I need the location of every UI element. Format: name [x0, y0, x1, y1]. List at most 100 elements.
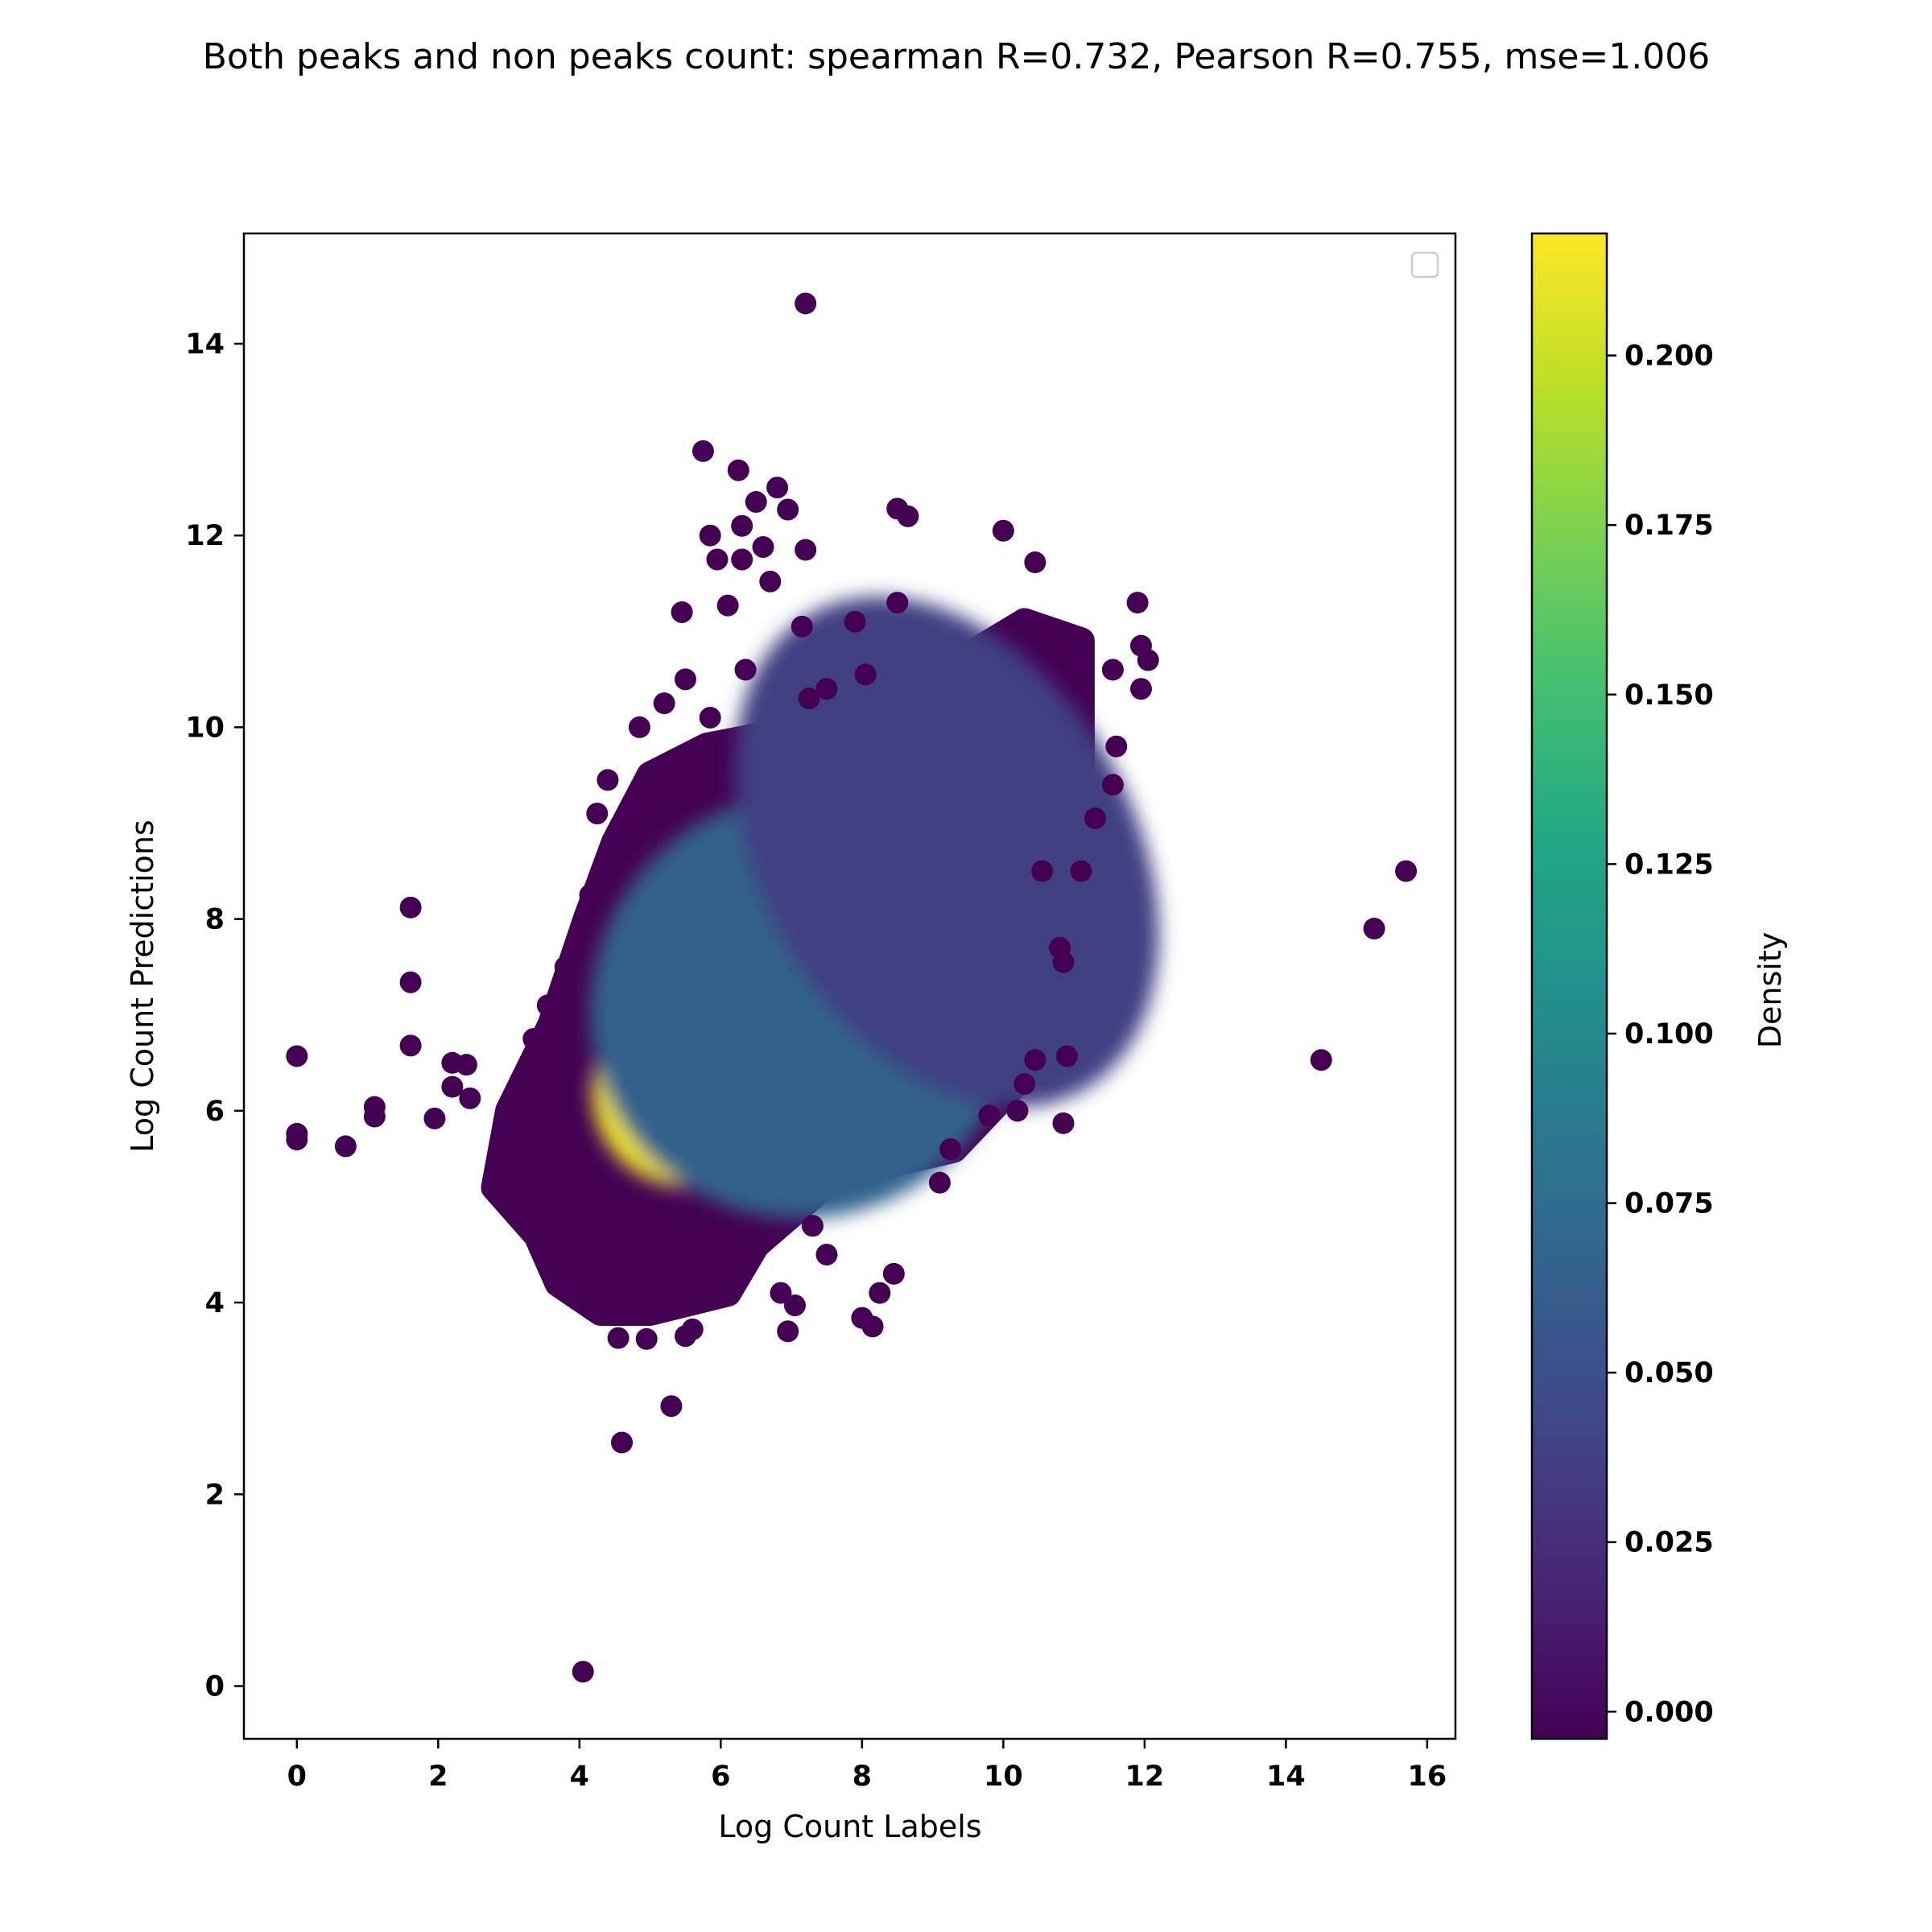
x-axis: 0 2 4 6 8 10 12 14 16: [287, 1739, 1447, 1793]
x-axis-label: Log Count Labels: [718, 1809, 981, 1844]
colorbar: [1530, 232, 1608, 1740]
scatter-point: [674, 668, 696, 691]
scatter-point: [1031, 860, 1054, 882]
colorbar-label: Density: [1752, 932, 1788, 1048]
scatter-point: [635, 1327, 658, 1350]
scatter-point: [777, 498, 799, 521]
scatter-point: [586, 803, 609, 825]
colorbar-tick-label: 0.025: [1624, 1527, 1714, 1559]
scatter-point: [886, 592, 909, 614]
colorbar-tick-label: 0.075: [1624, 1188, 1714, 1220]
scatter-point: [1052, 1112, 1075, 1134]
scatter-point: [1084, 807, 1106, 830]
y-tick-label: 6: [205, 1096, 225, 1128]
scatter-point: [939, 1137, 962, 1160]
y-axis-label: Log Count Predictions: [125, 819, 160, 1152]
colorbar-tick-label: 0.000: [1624, 1696, 1714, 1728]
x-tick-label: 4: [570, 1761, 589, 1793]
scatter-point: [727, 459, 749, 481]
scatter-point: [783, 1294, 806, 1317]
scatter-point: [801, 1215, 824, 1237]
scatter-point: [978, 1104, 1001, 1127]
scatter-point: [745, 491, 767, 514]
scatter-point: [1006, 1100, 1029, 1122]
colorbar-ticks: 0.000 0.025 0.050 0.075 0.100 0.125 0.150 0.175…: [1607, 341, 1714, 1728]
scatter-point: [861, 1315, 884, 1338]
scatter-point: [1129, 634, 1152, 657]
scatter-point: [1129, 678, 1152, 700]
scatter-point: [759, 570, 782, 592]
scatter-point: [494, 1114, 517, 1137]
scatter-point: [1101, 658, 1124, 681]
scatter-point: [518, 1205, 541, 1228]
scatter-point: [334, 1135, 357, 1158]
scatter-point: [854, 663, 877, 686]
scatter-point: [1395, 860, 1418, 882]
scatter-point: [777, 1320, 799, 1343]
scatter-point: [731, 548, 753, 571]
scatter-point: [653, 692, 675, 715]
colorbar-tick-label: 0.125: [1624, 848, 1714, 881]
scatter-point: [1024, 1049, 1046, 1071]
scatter-point: [423, 1107, 446, 1129]
scatter-point: [770, 1282, 792, 1304]
y-tick-label: 10: [185, 712, 225, 744]
scatter-point: [572, 1661, 594, 1683]
x-tick-label: 6: [711, 1761, 730, 1793]
x-tick-label: 16: [1408, 1761, 1447, 1793]
scatter-point: [610, 1431, 633, 1454]
x-tick-label: 10: [984, 1761, 1023, 1793]
scatter-point: [882, 1262, 905, 1285]
scatter-point: [540, 1234, 563, 1257]
x-tick-label: 14: [1266, 1761, 1306, 1793]
y-tick-label: 14: [185, 328, 225, 361]
scatter-point: [897, 505, 919, 527]
scatter-point: [441, 1075, 464, 1098]
plot-area: [286, 292, 1418, 1683]
scatter-point: [928, 1171, 951, 1194]
scatter-point: [798, 687, 820, 710]
scatter-point: [1055, 1045, 1078, 1067]
scatter-point: [699, 524, 721, 547]
scatter-point: [484, 1176, 506, 1199]
density-cloud: [481, 597, 1159, 1326]
scatter-point: [752, 535, 774, 558]
scatter-point: [731, 514, 753, 537]
y-tick-label: 2: [205, 1479, 225, 1511]
scatter-points: [286, 292, 1418, 1683]
scatter-point: [597, 769, 619, 791]
scatter-point: [628, 716, 650, 738]
scatter-point: [766, 477, 789, 499]
scatter-point: [734, 658, 757, 681]
scatter-point: [815, 678, 838, 700]
scatter-point: [815, 1244, 838, 1266]
scatter-point: [1052, 951, 1075, 973]
scatter-point: [1101, 774, 1124, 796]
colorbar-tick-label: 0.150: [1624, 679, 1714, 712]
scatter-point: [716, 594, 739, 617]
scatter-point: [1070, 860, 1092, 882]
scatter-point: [579, 884, 601, 906]
scatter-point: [699, 706, 721, 729]
scatter-point: [691, 440, 714, 462]
y-tick-label: 4: [205, 1287, 225, 1319]
scatter-point: [399, 896, 422, 919]
scatter-point: [455, 1054, 477, 1076]
scatter-point: [791, 615, 813, 638]
scatter-point: [286, 1045, 308, 1067]
chart-title: Both peaks and non peaks count: spearman…: [203, 36, 1710, 77]
x-tick-label: 8: [852, 1761, 872, 1793]
scatter-point: [554, 956, 576, 978]
scatter-point: [363, 1105, 386, 1128]
scatter-point: [681, 1318, 704, 1340]
scatter-point: [1013, 1072, 1036, 1095]
colorbar-tick-label: 0.200: [1624, 341, 1714, 373]
scatter-point: [286, 1129, 308, 1151]
scatter-point: [1126, 592, 1149, 614]
legend-box: [1410, 251, 1439, 279]
scatter-point: [1105, 735, 1128, 758]
scatter-point: [992, 519, 1014, 542]
scatter-point: [399, 1034, 422, 1057]
scatter-point: [536, 994, 559, 1017]
